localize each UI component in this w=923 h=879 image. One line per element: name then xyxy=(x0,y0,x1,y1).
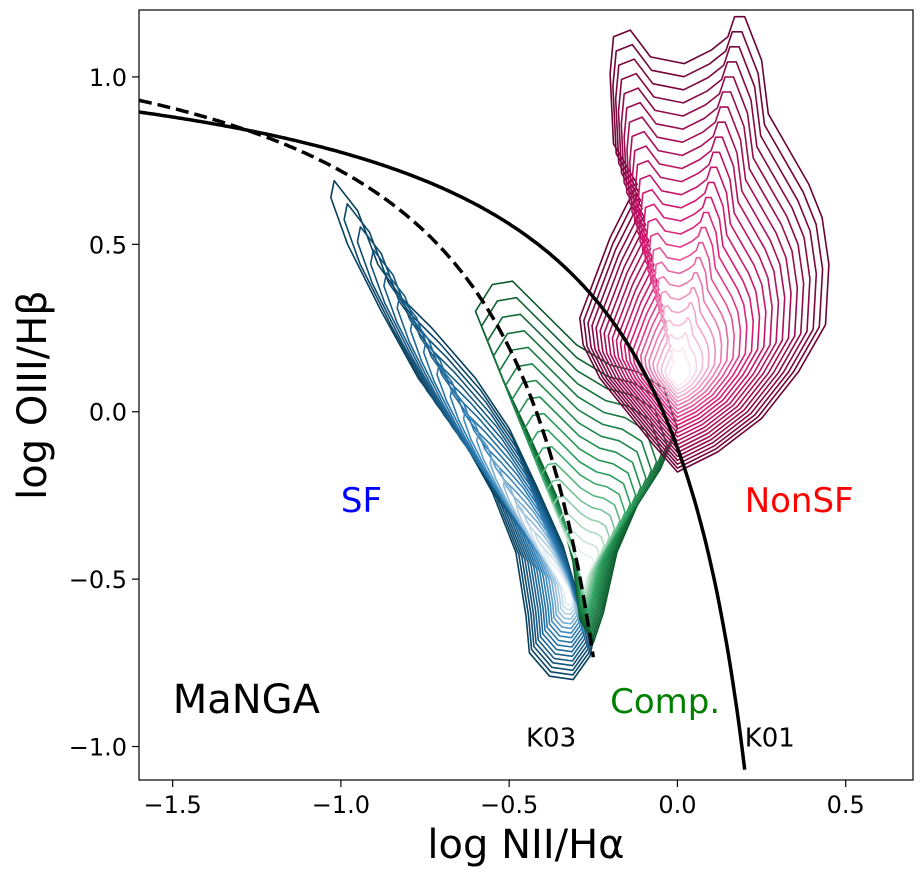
contour-sf-14 xyxy=(515,502,576,616)
contour-nonsf-2 xyxy=(587,45,818,466)
y-tick-label: 1.0 xyxy=(89,64,127,92)
contour-sf-1 xyxy=(343,203,593,676)
contour-sf-12 xyxy=(489,456,579,625)
contour-nonsf-5 xyxy=(599,91,799,454)
contour-nonsf-18 xyxy=(652,287,717,403)
contour-nonsf-17 xyxy=(648,271,723,407)
contour-nonsf-13 xyxy=(631,211,748,423)
region-nonsf xyxy=(578,15,830,473)
contour-sf-11 xyxy=(475,433,580,630)
contour-comp-17 xyxy=(576,561,590,584)
annotation-sf: SF xyxy=(341,481,382,521)
contour-nonsf-6 xyxy=(603,106,792,450)
contour-sf-0 xyxy=(329,179,595,681)
x-axis: −1.5 −1.0 −0.5 0.0 0.5 xyxy=(144,780,865,819)
contour-nonsf-20 xyxy=(660,317,704,395)
contour-sf-3 xyxy=(369,249,591,667)
contour-nonsf-12 xyxy=(627,196,755,426)
region-sf xyxy=(329,179,595,681)
annotation-k01: K01 xyxy=(745,724,795,754)
x-axis-title: log NII/Hα xyxy=(427,822,624,868)
x-tick-label: 0.0 xyxy=(658,791,696,819)
contour-nonsf-23 xyxy=(672,362,685,384)
contour-nonsf-4 xyxy=(595,76,805,458)
contour-sf-2 xyxy=(356,226,592,672)
x-tick-label: −0.5 xyxy=(480,791,538,819)
contour-nonsf-16 xyxy=(644,256,729,411)
contour-nonsf-1 xyxy=(583,30,824,469)
contour-nonsf-3 xyxy=(591,61,811,462)
y-tick-label: 0.5 xyxy=(89,231,127,259)
contour-sf-9 xyxy=(449,387,583,639)
contour-sf-4 xyxy=(383,272,589,662)
plot-frame xyxy=(138,9,914,781)
annotations: SF NonSF Comp. MaNGA K03 K01 xyxy=(173,481,854,753)
contour-sf-17 xyxy=(555,571,572,602)
annotation-k03: K03 xyxy=(526,724,576,754)
x-tick-label: −1.0 xyxy=(312,791,370,819)
contour-sf-10 xyxy=(462,410,582,634)
contour-nonsf-22 xyxy=(668,347,691,387)
y-tick-label: 0.0 xyxy=(89,399,127,427)
contour-nonsf-15 xyxy=(639,241,736,415)
contour-sf-5 xyxy=(396,295,588,658)
x-tick-label: 0.5 xyxy=(827,791,865,819)
contour-sf-7 xyxy=(422,341,585,648)
demarcation-curves xyxy=(139,98,747,770)
contour-nonsf-14 xyxy=(635,226,742,419)
contour-sf-16 xyxy=(542,548,574,607)
y-axis-title: log OIII/Hβ xyxy=(10,290,56,500)
contour-sf-15 xyxy=(529,525,575,611)
contour-nonsf-11 xyxy=(623,181,761,430)
annotation-manga: MaNGA xyxy=(173,677,321,723)
contour-nonsf-7 xyxy=(607,121,786,446)
curve-k03 xyxy=(139,98,596,658)
contour-nonsf-21 xyxy=(664,332,698,391)
density-contours xyxy=(329,15,830,681)
x-tick-label: −1.5 xyxy=(144,791,202,819)
contour-sf-6 xyxy=(409,318,587,653)
y-axis: −1.0 −0.5 0.0 0.5 1.0 xyxy=(69,64,139,762)
y-tick-label: −1.0 xyxy=(69,734,127,762)
contour-nonsf-0 xyxy=(578,15,830,473)
contour-sf-8 xyxy=(436,364,584,644)
y-tick-label: −0.5 xyxy=(69,566,127,594)
annotation-nonsf: NonSF xyxy=(745,481,854,521)
annotation-comp: Comp. xyxy=(610,682,720,722)
contour-sf-13 xyxy=(502,479,578,620)
contour-nonsf-19 xyxy=(656,302,710,399)
